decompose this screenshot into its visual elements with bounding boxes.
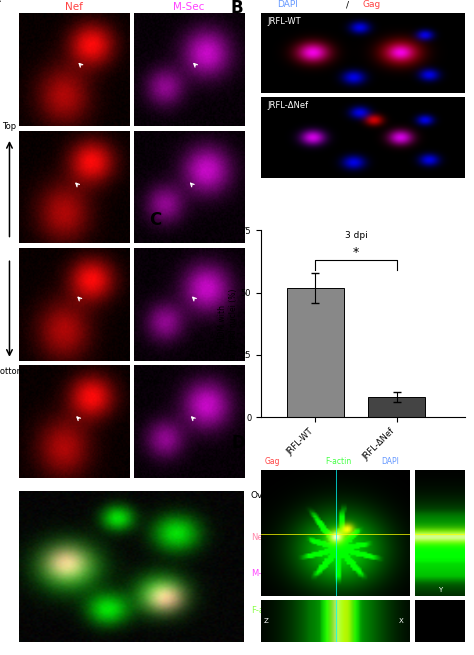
Text: Input Gag:
100 ng/ml: Input Gag: 100 ng/ml (343, 515, 383, 534)
Text: Top: Top (2, 122, 17, 131)
Title: M-Sec: M-Sec (173, 3, 204, 12)
Text: Bottom: Bottom (0, 367, 25, 376)
Text: M-Sec: M-Sec (251, 569, 276, 578)
Text: /: / (309, 457, 312, 466)
Text: B: B (230, 0, 243, 16)
Text: DAPI: DAPI (277, 0, 298, 9)
Text: JRFL-ΔNef: JRFL-ΔNef (267, 102, 308, 111)
Y-axis label: MDM with
aligned nuclei (%): MDM with aligned nuclei (%) (219, 289, 238, 358)
Text: X: X (399, 618, 404, 624)
Text: D: D (231, 434, 245, 453)
Text: DAPI: DAPI (382, 457, 400, 466)
Text: /: / (370, 457, 372, 466)
Bar (287, 288, 344, 417)
Text: /: / (346, 0, 349, 9)
Text: F-actin: F-actin (325, 457, 352, 466)
Text: 3 dpi: 3 dpi (345, 231, 367, 240)
Text: Y: Y (438, 587, 442, 593)
Text: Gag: Gag (363, 0, 381, 9)
Title: Nef: Nef (65, 3, 83, 12)
Text: *: * (353, 246, 359, 259)
Text: Gag: Gag (265, 457, 281, 466)
Text: Z: Z (264, 618, 269, 624)
Bar (368, 398, 425, 417)
Text: C: C (149, 212, 161, 229)
Text: Overlay: Overlay (251, 491, 286, 500)
Text: JRFL-WT: JRFL-WT (267, 17, 301, 26)
Text: F-actin: F-actin (251, 606, 279, 614)
Text: Nef: Nef (251, 533, 265, 542)
Text: A: A (0, 0, 1, 7)
